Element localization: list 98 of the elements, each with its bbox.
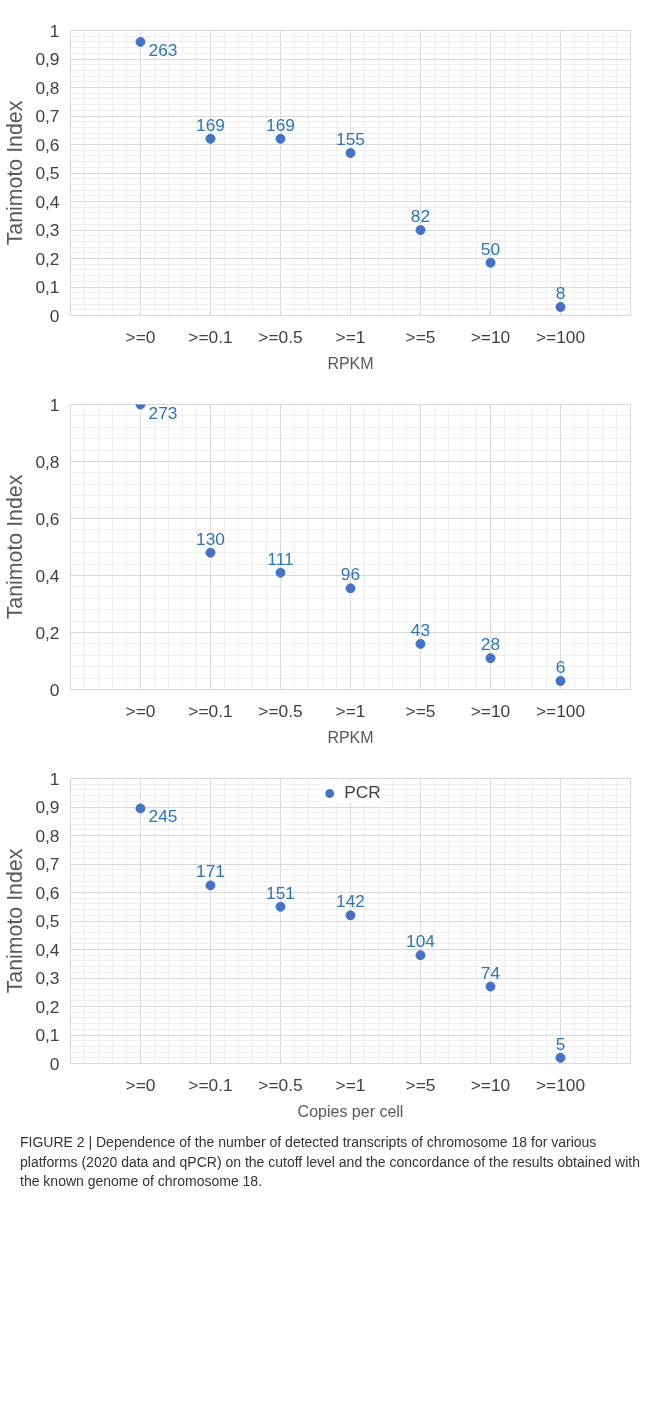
y-tick-label: 0,3 [35, 968, 60, 988]
y-tick-label: 0 [49, 1053, 60, 1074]
x-tick-label: >=100 [535, 700, 586, 721]
annotation: 169 [266, 114, 295, 135]
y-tick-label: 0,8 [35, 77, 60, 98]
x-tick-label: >=1 [335, 700, 366, 721]
y-tick-label: 0,8 [35, 825, 60, 846]
y-tick-label: 0,3 [35, 220, 60, 240]
annotation: 273 [148, 402, 178, 423]
y-tick-label: 1 [49, 768, 60, 789]
point [275, 901, 286, 912]
point [415, 950, 426, 961]
annotation: 151 [266, 882, 295, 903]
point [485, 653, 496, 664]
x-tick-label: >=100 [535, 326, 586, 347]
point [555, 301, 566, 312]
x-axis-title: Copies per cell [297, 1102, 404, 1120]
y-tick-label: 0 [49, 305, 60, 326]
y-tick-label: 0,2 [35, 248, 60, 269]
caption: FIGURE 2 | Dependence of the number of detected transcripts of chromosome 18 for various platforms (2020 data and qPCR) on the cutoff level and the concordance of the results obtained with the known genome of chromosome 18. [20, 1133, 641, 1192]
y-tick-label: 0,4 [35, 191, 60, 212]
y-tick-label: 0,5 [35, 911, 60, 931]
x-tick-label: >=0.5 [258, 326, 303, 347]
y-tick-label: 0,6 [35, 882, 60, 903]
point [485, 981, 496, 992]
x-tick-label: >=0.5 [258, 700, 303, 721]
annotation: 111 [267, 548, 294, 569]
point [415, 638, 426, 649]
x-tick-label: >=0.1 [188, 700, 233, 721]
point [345, 583, 356, 594]
annotation: 104 [406, 931, 436, 952]
x-tick-label: >=100 [535, 1074, 586, 1095]
y-tick-label: 0,1 [35, 277, 60, 297]
x-tick-label: >=0 [125, 1074, 156, 1095]
y-tick-label: 0,9 [35, 797, 60, 817]
annotation: 74 [480, 962, 501, 983]
point [555, 675, 566, 686]
y-axis-title: Tanimoto Index [3, 100, 28, 246]
point [345, 148, 356, 159]
x-tick-label: >=1 [335, 326, 366, 347]
point [205, 133, 216, 144]
annotation: 28 [480, 634, 501, 655]
x-tick-label: >=10 [470, 700, 511, 721]
x-tick-label: >=0.5 [258, 1074, 303, 1095]
point [345, 910, 356, 921]
x-tick-label: >=5 [405, 700, 436, 721]
annotation: 82 [410, 206, 431, 226]
x-tick-label: >=0.1 [188, 1074, 233, 1095]
annotation: 50 [480, 238, 501, 259]
y-tick-label: 0,7 [35, 106, 60, 126]
y-tick-label: 0,4 [35, 565, 60, 586]
y-axis-title: Tanimoto Index [3, 848, 28, 994]
y-tick-label: 0,2 [35, 996, 60, 1017]
annotation: 6 [555, 656, 566, 677]
x-tick-label: >=0.1 [188, 326, 233, 347]
x-tick-label: >=5 [405, 1074, 436, 1095]
annotation: 130 [196, 528, 225, 549]
point [275, 133, 286, 144]
point [485, 257, 496, 268]
point [205, 880, 216, 891]
y-tick-label: 0,1 [35, 1025, 60, 1045]
y-tick-label: 0,6 [35, 508, 60, 529]
x-tick-label: >=10 [470, 1074, 511, 1095]
x-tick-label: >=10 [470, 326, 511, 347]
y-tick-label: 1 [49, 20, 60, 41]
annotation: 155 [336, 129, 365, 150]
annotation: 245 [148, 806, 178, 827]
point [135, 803, 146, 814]
x-tick-label: >=0 [125, 326, 156, 347]
x-axis-title: RPKM [327, 728, 374, 746]
y-tick-label: 0,7 [35, 854, 60, 874]
annotation: 171 [196, 861, 225, 882]
y-tick-label: 0 [49, 679, 60, 700]
point [415, 225, 426, 235]
annotation: 169 [196, 114, 225, 135]
annotation: 8 [555, 282, 566, 303]
annotation: 142 [336, 891, 365, 912]
annotation: 5 [555, 1033, 566, 1054]
x-tick-label: >=0 [125, 700, 156, 721]
y-axis-title: Tanimoto Index [3, 474, 28, 620]
x-tick-label: >=1 [335, 1074, 366, 1095]
annotation: 43 [410, 619, 431, 640]
point [555, 1052, 566, 1063]
point [135, 36, 146, 47]
legend-label: PCR [344, 782, 381, 803]
y-tick-label: 0,4 [35, 939, 60, 960]
y-tick-label: 0,9 [35, 49, 60, 69]
y-tick-label: 0,6 [35, 134, 60, 155]
y-tick-label: 0,8 [35, 451, 60, 472]
annotation: 96 [340, 564, 361, 585]
y-tick-label: 0,2 [35, 622, 60, 643]
point [205, 547, 216, 558]
point [275, 567, 286, 578]
x-tick-label: >=5 [405, 326, 436, 347]
y-tick-label: 0,5 [35, 163, 60, 183]
y-tick-label: 1 [49, 394, 60, 415]
x-axis-title: RPKM [327, 354, 374, 372]
annotation: 263 [148, 39, 178, 60]
